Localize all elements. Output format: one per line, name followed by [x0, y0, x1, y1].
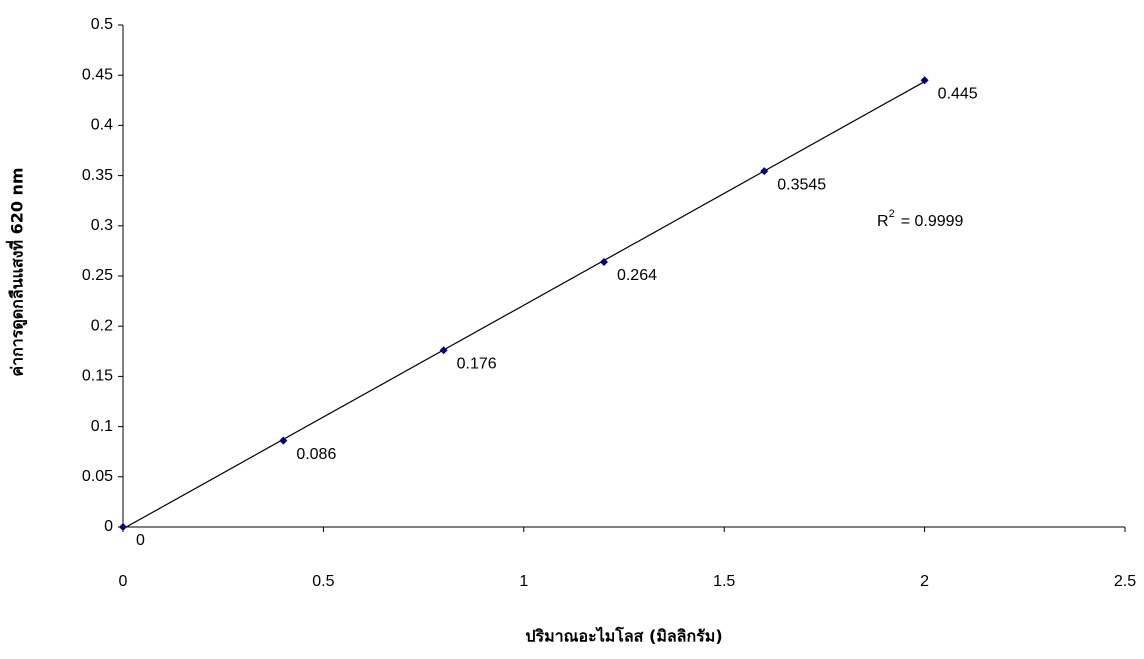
y-tick-label: 0: [104, 518, 113, 535]
y-tick-label: 0.05: [82, 468, 113, 485]
x-tick-label: 1: [519, 573, 528, 590]
marker: [440, 346, 448, 354]
y-tick-label: 0.35: [82, 167, 113, 184]
y-tick-label: 0.15: [82, 368, 113, 385]
y-tick-label: 0.45: [82, 66, 113, 83]
x-tick-label: 0.5: [312, 573, 334, 590]
data-label: 0: [136, 532, 145, 549]
x-tick-label: 1.5: [713, 573, 735, 590]
trendline: [123, 82, 925, 529]
x-tick-label: 0: [119, 573, 128, 590]
data-label: 0.086: [296, 446, 336, 463]
r-value: = 0.9999: [901, 213, 964, 230]
r-base: R: [877, 213, 889, 230]
data-label: 0.264: [617, 267, 657, 284]
x-axis-title: ปริมาณอะไมโลส (มิลลิกรัม): [525, 626, 722, 646]
y-tick-label: 0.1: [91, 418, 113, 435]
y-axis-title: ค่าการดูดกลืนแสงที่ 620 nm: [6, 167, 29, 376]
y-tick-label: 0.2: [91, 317, 113, 334]
data-label: 0.3545: [777, 176, 826, 193]
r-sup: 2: [889, 208, 895, 220]
chart: ปริมาณอะไมโลส (มิลลิกรัม) ค่าการดูดกลืนแ…: [0, 0, 1144, 659]
marker: [119, 523, 127, 531]
y-tick-label: 0.25: [82, 267, 113, 284]
x-tick-label: 2.5: [1114, 573, 1136, 590]
marker: [760, 167, 768, 175]
data-label: 0.176: [457, 356, 497, 373]
y-tick-label: 0.3: [91, 217, 113, 234]
y-tick-label: 0.5: [91, 16, 113, 33]
data-label: 0.445: [938, 85, 978, 102]
x-tick-label: 2: [920, 573, 929, 590]
r-squared: R2 = 0.9999: [877, 208, 964, 230]
y-tick-label: 0.4: [91, 117, 113, 134]
